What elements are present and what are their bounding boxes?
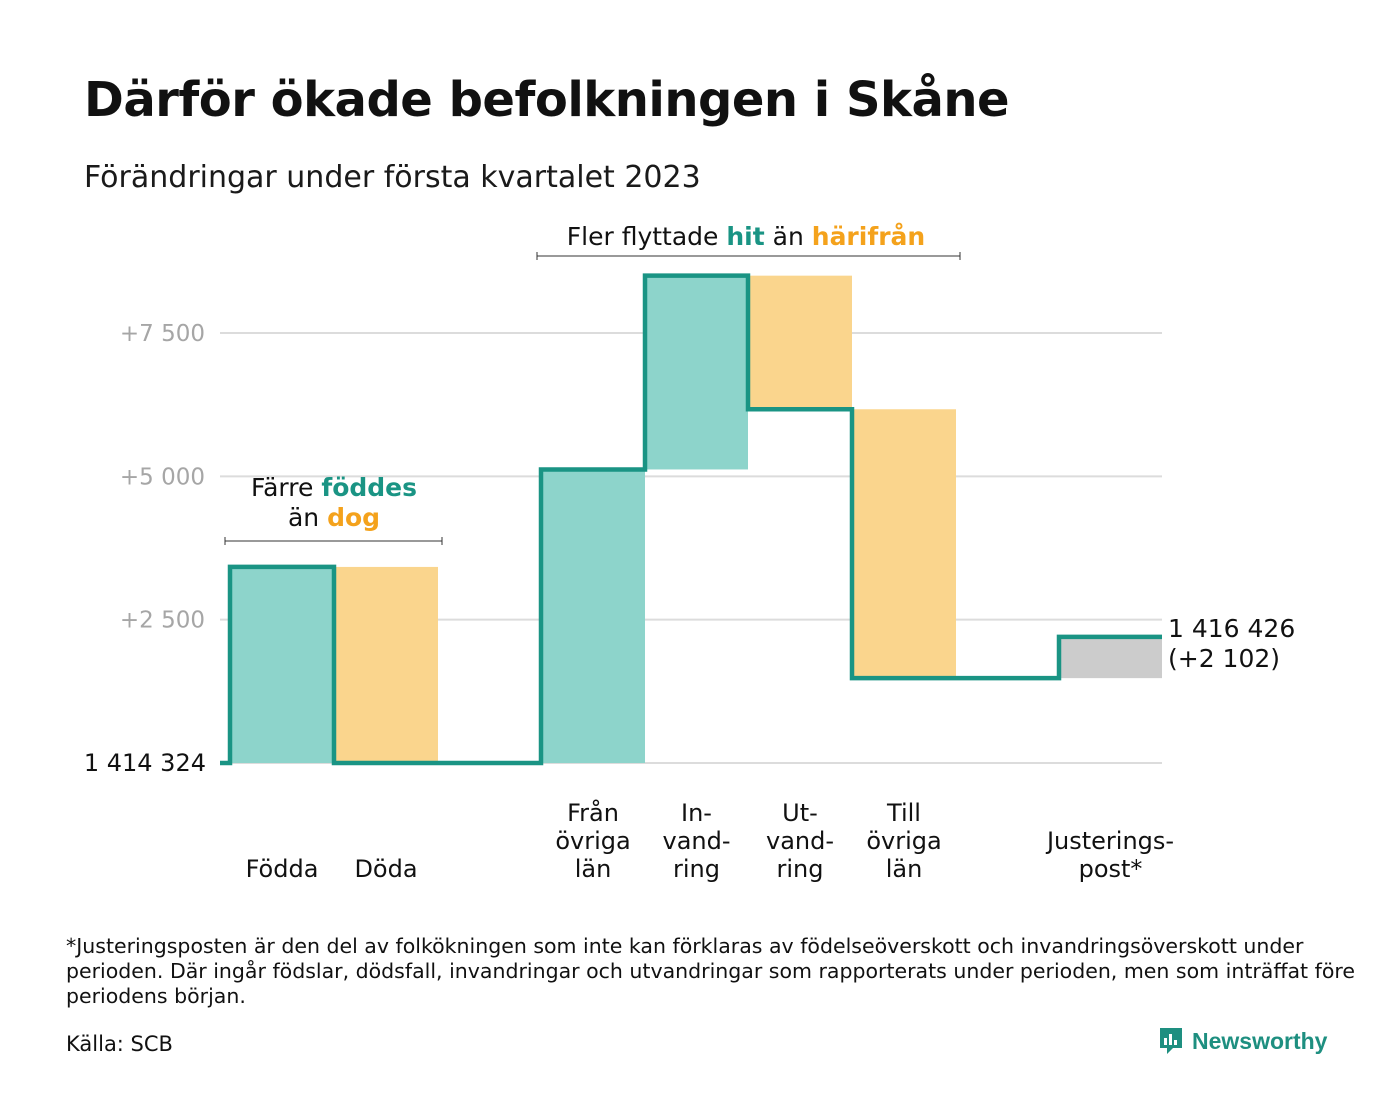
y-tick-label: +2 500 xyxy=(120,608,205,634)
category-label: län xyxy=(575,855,612,883)
births-annotation-line2: än dog xyxy=(288,503,380,532)
logo-text: Newsworthy xyxy=(1192,1027,1328,1054)
annotation-span: Färre xyxy=(251,473,321,502)
annotation-span: än xyxy=(288,503,327,532)
end-change-label: (+2 102) xyxy=(1168,644,1280,673)
bar-till-övriga-län xyxy=(852,409,956,679)
category-label: Justerings- xyxy=(1045,827,1174,855)
bar-döda xyxy=(334,566,438,763)
annotation-span: dog xyxy=(327,503,380,532)
annotation-span: föddes xyxy=(321,473,417,502)
running-total-line xyxy=(220,273,1162,766)
bar-födda xyxy=(230,566,334,763)
source-label: Källa: SCB xyxy=(66,1032,173,1056)
category-label: Ut- xyxy=(782,799,818,827)
chart-subtitle: Förändringar under första kvartalet 2023 xyxy=(84,160,701,195)
category-label: Från xyxy=(567,798,619,827)
category-label: övriga xyxy=(555,827,630,855)
bar-justeringspost xyxy=(1059,636,1162,679)
bar-från-övriga-län xyxy=(541,469,645,763)
births-annotation-line1: Färre föddes xyxy=(251,473,417,502)
annotation-span: Fler flyttade xyxy=(567,222,727,251)
migration-annotation: Fler flyttade hit än härifrån xyxy=(567,222,925,251)
category-label: övriga xyxy=(866,827,941,855)
category-label: Till xyxy=(886,799,921,827)
annotation-span: härifrån xyxy=(812,222,925,251)
newsworthy-logo: Newsworthy xyxy=(1158,1026,1327,1056)
bars xyxy=(230,275,1162,763)
y-tick-label: +5 000 xyxy=(120,464,205,490)
end-value-label: 1 416 426 xyxy=(1168,614,1295,643)
category-label: vand- xyxy=(766,827,834,855)
category-label: ring xyxy=(777,855,824,883)
bar-utvandring xyxy=(748,275,852,410)
category-label: vand- xyxy=(662,827,730,855)
y-tick-label: +7 500 xyxy=(120,321,205,347)
newsworthy-logo-icon xyxy=(1160,1028,1182,1054)
bar-invandring xyxy=(645,275,748,470)
footnote: *Justeringsposten är den del av folkökni… xyxy=(66,934,1355,1008)
category-label: Födda xyxy=(246,855,319,883)
category-label: Döda xyxy=(354,855,417,883)
start-value-label: 1 414 324 xyxy=(84,749,206,777)
chart-title: Därför ökade befolkningen i Skåne xyxy=(84,72,1010,128)
category-label: ring xyxy=(673,855,720,883)
running-total-line xyxy=(220,273,1162,766)
category-label: post* xyxy=(1079,855,1143,883)
category-label: In- xyxy=(681,799,712,827)
annotation-span: hit xyxy=(726,222,764,251)
category-label: län xyxy=(886,855,923,883)
annotation-span: än xyxy=(765,222,812,251)
